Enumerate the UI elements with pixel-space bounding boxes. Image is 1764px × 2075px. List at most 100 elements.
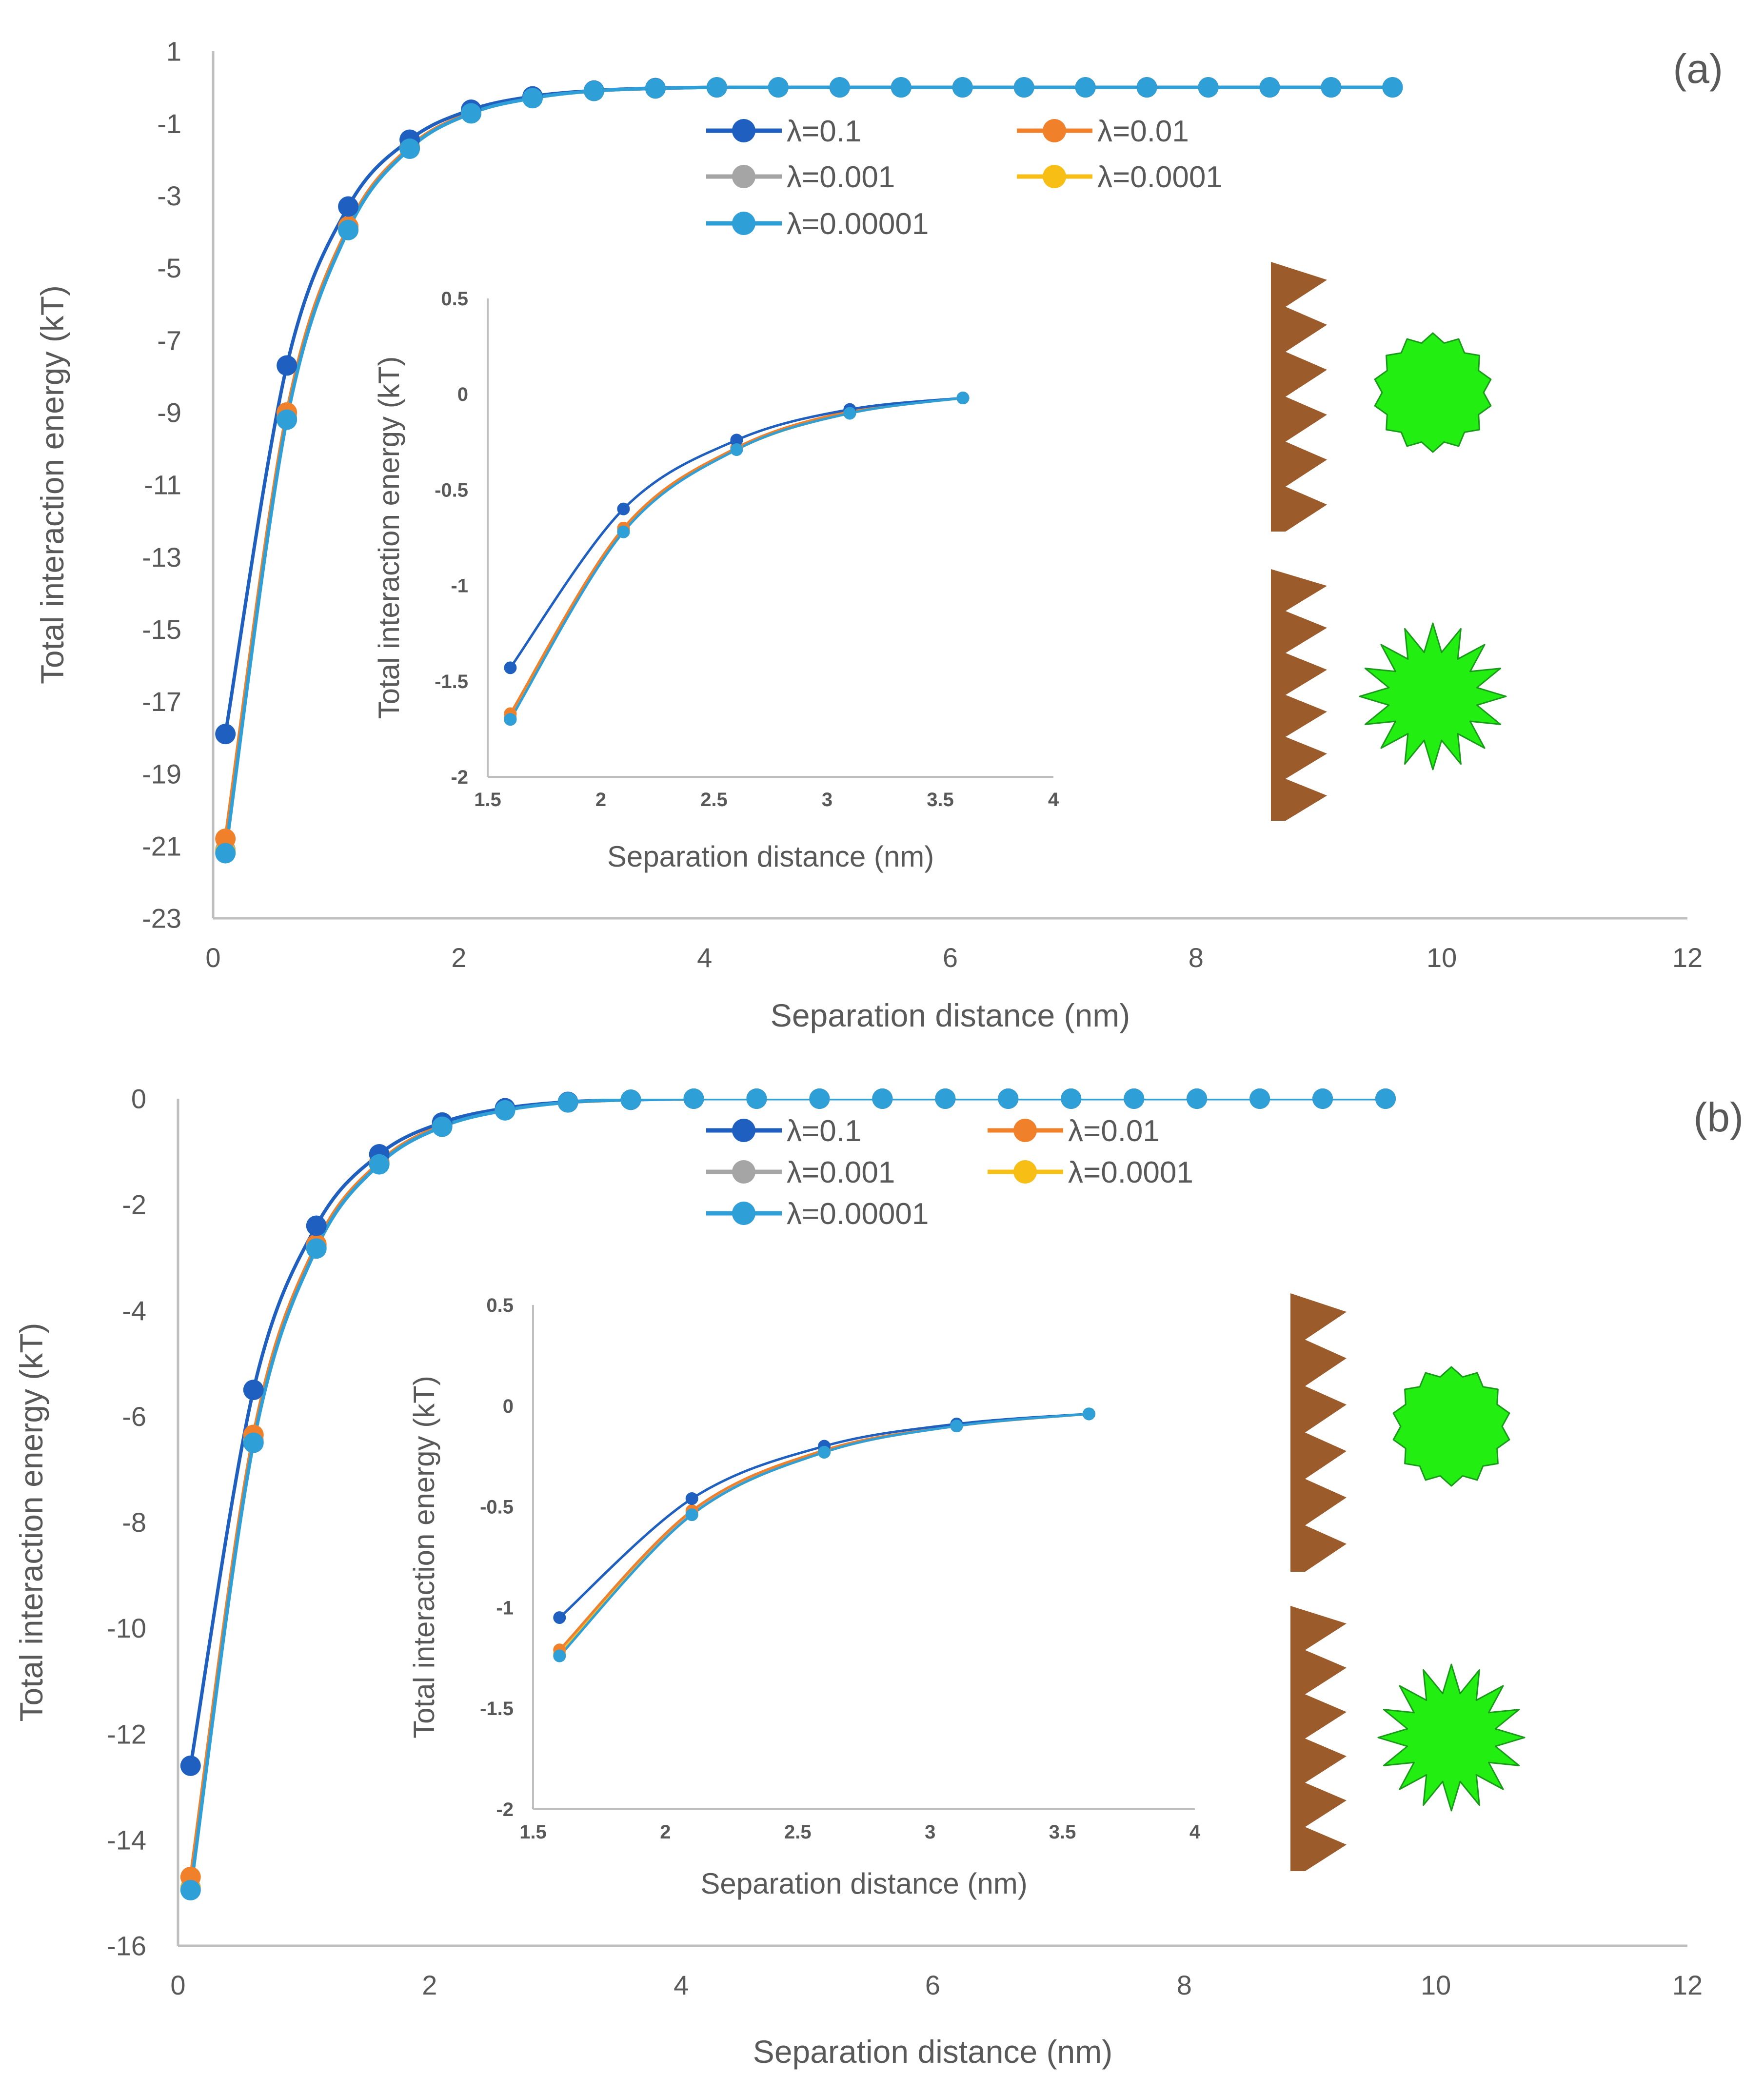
data-point-s5-9 — [768, 77, 789, 98]
inset-chart: 1.5 2 2.5 3 3.5 4 0.5 0 -0.5 -1 -1.5 -2 Separation d… — [373, 288, 1059, 873]
data-point-s5-16 — [1198, 77, 1219, 98]
x-tick-label: 4 — [1048, 789, 1059, 810]
data-point-s1-0 — [553, 1611, 566, 1624]
x-axis-title: Separation distance (nm) — [700, 1867, 1027, 1900]
data-point-s5-6 — [557, 1092, 578, 1113]
x-tick-label: 4 — [674, 1970, 689, 2000]
x-tick-label: 0 — [205, 942, 220, 973]
y-tick-label: -23 — [142, 903, 181, 934]
legend-label-3: λ=0.001 — [787, 160, 895, 194]
schematic — [1290, 1293, 1526, 1871]
data-point-s5-4 — [1082, 1407, 1095, 1421]
data-point-s5-3 — [399, 138, 420, 159]
legend-label-1: λ=0.1 — [787, 1114, 861, 1148]
x-tick-label: 2 — [451, 942, 466, 973]
legend-label-3: λ=0.001 — [787, 1156, 895, 1189]
data-point-s5-12 — [935, 1088, 956, 1109]
legend-marker-5 — [732, 212, 755, 235]
y-tick-label: -8 — [122, 1507, 146, 1538]
series-layer — [558, 1412, 1090, 1657]
particle-spiky — [1359, 622, 1507, 771]
legend-marker-4 — [1013, 1160, 1037, 1184]
y-tick-label: 0 — [457, 384, 468, 405]
y-tick-label: -2 — [451, 767, 468, 788]
y-tick-label: -9 — [157, 397, 181, 428]
x-tick-label: 2.5 — [784, 1821, 812, 1843]
y-tick-label: -5 — [157, 253, 181, 283]
data-point-s1-2 — [730, 434, 743, 447]
legend-label-2: λ=0.01 — [1068, 1114, 1160, 1148]
legend-marker-1 — [732, 1119, 755, 1142]
data-point-s5-14 — [1061, 1088, 1082, 1109]
x-tick-label: 6 — [943, 942, 958, 973]
series-line-5 — [558, 1412, 1090, 1657]
particle-smooth — [1374, 332, 1492, 453]
data-point-s5-11 — [872, 1088, 893, 1109]
y-tick-label: 0 — [131, 1084, 146, 1114]
data-point-s5-15 — [1136, 77, 1157, 98]
x-tick-label: 3.5 — [927, 789, 954, 810]
y-tick-label: -1 — [157, 108, 181, 139]
x-tick-label: 4 — [697, 942, 712, 973]
data-point-s5-0 — [180, 1880, 201, 1901]
series-line-5 — [189, 1099, 1386, 1891]
data-point-s5-3 — [843, 407, 856, 420]
data-point-s5-12 — [952, 77, 973, 98]
schematic — [1271, 262, 1507, 821]
panel-label: (a) — [1673, 46, 1723, 92]
x-tick-label: 2 — [595, 789, 606, 810]
data-point-s5-4 — [956, 392, 970, 405]
series-layer — [509, 396, 963, 720]
data-point-s5-11 — [891, 77, 912, 98]
data-point-s5-13 — [998, 1088, 1019, 1109]
data-point-s5-1 — [277, 409, 297, 430]
y-tick-label: -11 — [144, 470, 181, 500]
y-tick-label: -4 — [122, 1295, 146, 1326]
y-tick-label: -2 — [122, 1189, 146, 1220]
y-tick-label: -1.5 — [480, 1698, 514, 1719]
data-point-s5-8 — [683, 1088, 704, 1109]
legend-marker-3 — [732, 165, 755, 188]
data-point-s5-10 — [829, 77, 850, 98]
y-tick-label: -10 — [107, 1613, 146, 1643]
x-axis-title: Separation distance (nm) — [771, 997, 1130, 1033]
y-axis-title: Total interaction energy (kT) — [373, 356, 405, 719]
x-tick-label: 2 — [660, 1821, 671, 1843]
legend-marker-3 — [732, 1160, 755, 1184]
y-tick-label: -15 — [142, 614, 181, 645]
series-layer — [223, 85, 1393, 854]
x-tick-label: 10 — [1427, 942, 1457, 973]
legend-label-5: λ=0.00001 — [787, 1197, 929, 1231]
data-point-s5-7 — [645, 78, 666, 99]
series-line-1 — [558, 1412, 1090, 1619]
y-tick-label: -1 — [496, 1597, 514, 1619]
data-point-s5-2 — [338, 219, 359, 240]
y-axis-title: Total interaction energy (kT) — [13, 1323, 49, 1721]
data-point-s5-3 — [369, 1154, 390, 1175]
series-line-2 — [189, 1099, 1386, 1877]
x-tick-label: 10 — [1421, 1970, 1451, 2000]
y-tick-label: -21 — [142, 830, 181, 861]
y-tick-label: -13 — [142, 542, 181, 573]
legend-marker-2 — [1013, 1119, 1037, 1142]
x-axis-title: Separation distance (nm) — [753, 2034, 1112, 2070]
rough-surface-upper — [1290, 1293, 1347, 1572]
data-point-s1-0 — [215, 724, 236, 745]
x-tick-label: 3.5 — [1049, 1821, 1076, 1843]
x-tick-label: 1.5 — [474, 789, 501, 810]
data-point-s5-0 — [504, 713, 517, 726]
data-point-s5-17 — [1259, 77, 1280, 98]
data-point-s5-0 — [553, 1649, 566, 1662]
y-tick-label: -1.5 — [435, 671, 468, 692]
data-point-s5-2 — [306, 1238, 327, 1259]
data-point-s5-15 — [1124, 1088, 1145, 1109]
y-tick-label: -17 — [142, 686, 181, 717]
data-point-s5-4 — [461, 103, 482, 124]
data-point-s1-2 — [306, 1215, 327, 1236]
data-point-s1-0 — [504, 661, 517, 674]
data-point-s5-1 — [243, 1432, 264, 1453]
particle-smooth — [1392, 1366, 1510, 1487]
data-point-s5-19 — [1382, 77, 1403, 98]
x-tick-label: 12 — [1672, 1970, 1703, 2000]
